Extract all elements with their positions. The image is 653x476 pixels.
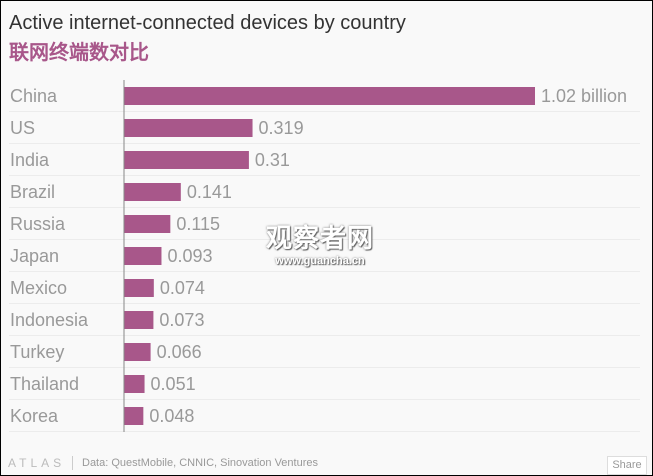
bar xyxy=(124,375,145,393)
data-label: 0.048 xyxy=(149,406,194,426)
footer-divider xyxy=(72,456,73,470)
bar xyxy=(124,119,253,137)
category-label: US xyxy=(10,118,35,138)
data-source: Data: QuestMobile, CNNIC, Sinovation Ven… xyxy=(82,457,319,469)
category-label: China xyxy=(10,86,58,106)
bar xyxy=(124,151,249,169)
data-label: 0.115 xyxy=(176,214,220,234)
bar xyxy=(124,215,171,233)
chart-subtitle: 联网终端数对比 xyxy=(9,42,149,64)
bar xyxy=(124,183,181,201)
data-label: 0.074 xyxy=(160,278,205,298)
bar xyxy=(124,407,144,425)
bar xyxy=(124,247,162,265)
category-label: Japan xyxy=(10,246,59,266)
bar xyxy=(124,279,154,297)
data-label: 0.051 xyxy=(151,374,196,394)
share-button[interactable]: Share xyxy=(607,456,647,475)
category-label: Korea xyxy=(10,406,59,426)
data-label: 0.31 xyxy=(255,150,290,170)
bar xyxy=(124,343,151,361)
category-label: India xyxy=(10,150,50,170)
chart-title: Active internet-connected devices by cou… xyxy=(9,12,406,34)
category-label: Russia xyxy=(10,214,66,234)
data-label: 0.066 xyxy=(157,342,202,362)
category-label: Thailand xyxy=(10,374,79,394)
category-label: Turkey xyxy=(10,342,64,362)
category-label: Brazil xyxy=(10,182,55,202)
data-label: 0.093 xyxy=(167,246,212,266)
category-label: Mexico xyxy=(10,278,67,298)
data-label: 0.073 xyxy=(159,310,204,330)
data-label: 1.02 billion xyxy=(541,86,627,106)
atlas-logo: ATLAS xyxy=(8,456,66,470)
data-label: 0.319 xyxy=(259,118,304,138)
category-label: Indonesia xyxy=(10,310,89,330)
bar xyxy=(124,311,154,329)
data-label: 0.141 xyxy=(187,182,232,202)
bar xyxy=(124,87,535,105)
